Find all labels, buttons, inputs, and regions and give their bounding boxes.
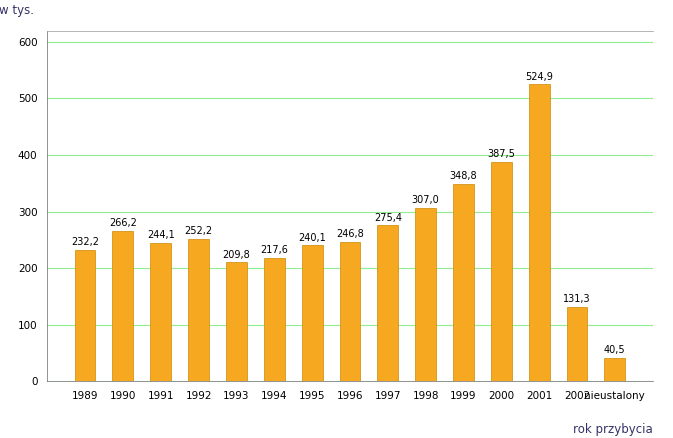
Text: 275,4: 275,4	[374, 212, 402, 223]
Bar	[112, 231, 133, 381]
Text: 524,9: 524,9	[525, 71, 553, 81]
Text: 244,1: 244,1	[147, 230, 174, 240]
Bar	[188, 239, 209, 381]
Bar	[302, 245, 322, 381]
Bar	[226, 262, 247, 381]
Bar	[264, 258, 285, 381]
Bar	[75, 250, 96, 381]
Text: 240,1: 240,1	[298, 233, 326, 243]
Bar	[340, 242, 360, 381]
Text: 232,2: 232,2	[71, 237, 99, 247]
Text: 307,0: 307,0	[412, 195, 439, 205]
Text: w tys.: w tys.	[0, 4, 34, 17]
Text: 131,3: 131,3	[563, 294, 591, 304]
Text: 252,2: 252,2	[184, 226, 213, 236]
Text: 246,8: 246,8	[336, 229, 364, 239]
Bar	[567, 307, 588, 381]
Bar	[529, 85, 550, 381]
Bar	[491, 162, 511, 381]
Text: 348,8: 348,8	[450, 171, 477, 181]
Text: 266,2: 266,2	[109, 218, 137, 228]
Text: rok przybycia: rok przybycia	[573, 423, 653, 436]
Bar	[604, 358, 625, 381]
Text: 209,8: 209,8	[223, 250, 250, 260]
Bar	[150, 243, 171, 381]
Bar	[378, 226, 398, 381]
Text: 387,5: 387,5	[487, 149, 516, 159]
Bar	[453, 184, 474, 381]
Bar	[415, 208, 436, 381]
Text: 217,6: 217,6	[260, 245, 288, 255]
Text: 40,5: 40,5	[604, 345, 626, 355]
